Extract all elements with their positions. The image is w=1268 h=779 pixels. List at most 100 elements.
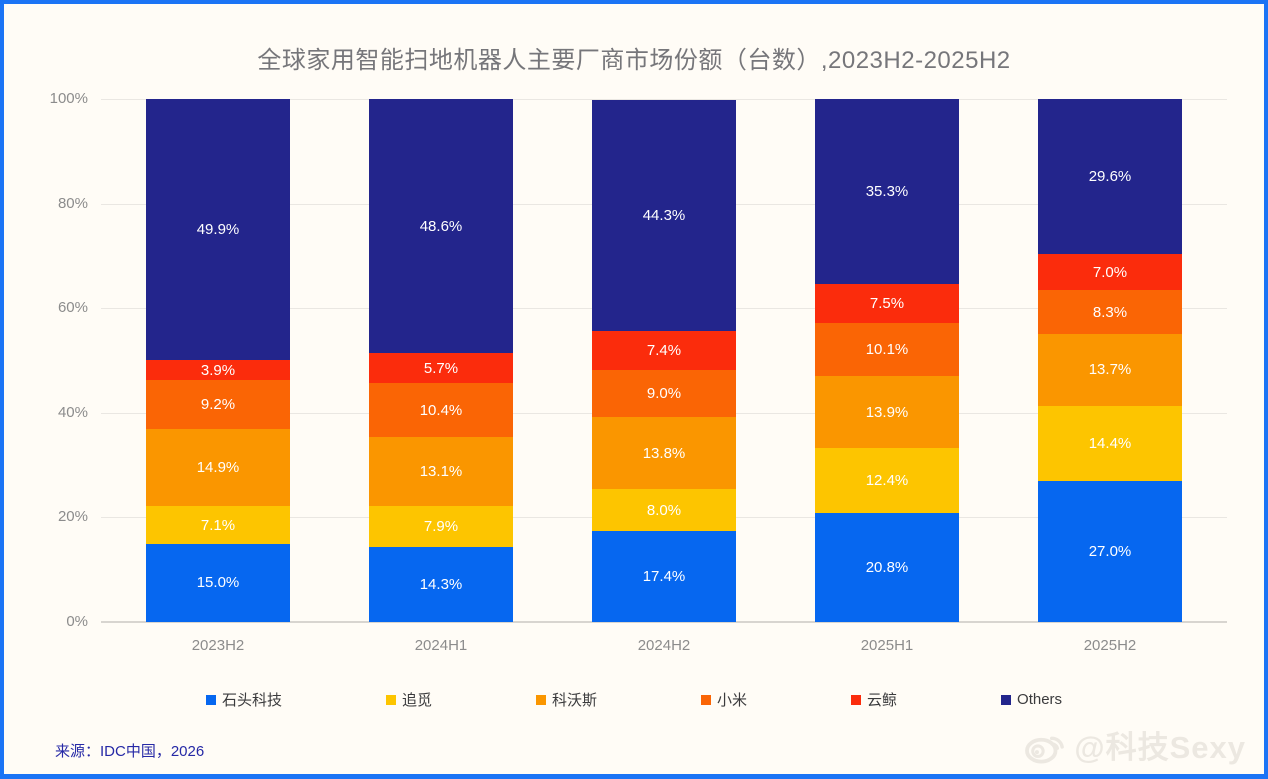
- legend-item: 石头科技: [205, 689, 282, 710]
- bar-segment: 9.0%: [592, 369, 736, 417]
- segment-value-label: 9.2%: [200, 395, 236, 413]
- bar-segment: 27.0%: [1038, 480, 1182, 622]
- segment-value-label: 13.9%: [865, 403, 909, 421]
- segment-value-label: 7.0%: [1092, 263, 1128, 281]
- stacked-bar: 20.8% 12.4% 13.9% 10.1% 7.5% 35.3%: [815, 99, 959, 622]
- segment-value-label: 48.6%: [419, 217, 463, 235]
- legend-item: Others: [1001, 691, 1062, 708]
- segment-value-label: 7.4%: [646, 342, 682, 360]
- segment-value-label: 17.4%: [642, 568, 686, 585]
- y-axis-tick-label: 60%: [57, 299, 88, 317]
- segment-value-label: 15.0%: [196, 574, 240, 592]
- legend-label: 追觅: [401, 692, 432, 709]
- watermark: @科技Sexy: [1023, 722, 1246, 767]
- bar-segment: 29.6%: [1038, 99, 1182, 254]
- legend-label: 小米: [717, 692, 748, 709]
- bar-segment: 9.2%: [146, 380, 290, 429]
- weibo-icon: [1023, 726, 1069, 764]
- legend-label: 石头科技: [221, 692, 282, 709]
- stacked-bar: 17.4% 8.0% 13.8% 9.0% 7.4% 44.3%: [592, 99, 736, 622]
- bar-segment: 10.4%: [369, 383, 513, 438]
- legend-item: 科沃斯: [535, 689, 597, 710]
- legend: 石头科技 追觅 科沃斯 小米 云鲸 Others: [4, 689, 1264, 710]
- segment-value-label: 9.0%: [646, 384, 682, 402]
- legend-swatch: [851, 694, 862, 705]
- bar-segment: 20.8%: [815, 513, 959, 622]
- source-note: 来源：IDC中国，2026: [55, 743, 205, 760]
- watermark-text: @科技Sexy: [1074, 730, 1246, 765]
- legend-swatch: [205, 694, 216, 705]
- segment-value-label: 8.0%: [646, 501, 682, 519]
- bar-segment: 8.3%: [1038, 290, 1182, 334]
- bar-segment: 7.9%: [369, 505, 513, 548]
- bar-segment: 44.3%: [592, 99, 736, 332]
- legend-label: Others: [1017, 691, 1063, 708]
- bar-segment: 5.7%: [369, 353, 513, 384]
- bar-segment: 13.1%: [369, 437, 513, 506]
- segment-value-label: 10.1%: [865, 340, 909, 358]
- bar-segment: 13.8%: [592, 417, 736, 490]
- stacked-bar: 27.0% 14.4% 13.7% 8.3% 7.0% 29.6%: [1038, 99, 1182, 622]
- y-axis-tick-label: 80%: [57, 194, 88, 212]
- legend-item: 追觅: [385, 689, 432, 710]
- y-axis-tick-label: 20%: [57, 508, 88, 526]
- y-axis-tick-label: 40%: [57, 403, 88, 421]
- segment-value-label: 14.4%: [1088, 434, 1132, 452]
- segment-value-label: 27.0%: [1088, 542, 1132, 560]
- bar-segment: 3.9%: [146, 360, 290, 381]
- segment-value-label: 13.8%: [642, 444, 686, 462]
- segment-value-label: 13.1%: [419, 463, 463, 481]
- bar-segment: 7.1%: [146, 506, 290, 544]
- bar-segment: 48.6%: [369, 99, 513, 354]
- segment-value-label: 7.5%: [869, 294, 905, 312]
- segment-value-label: 44.3%: [642, 206, 686, 224]
- bar-segment: 17.4%: [592, 531, 736, 622]
- x-axis-category-label: 2025H2: [1083, 637, 1137, 654]
- segment-value-label: 35.3%: [865, 182, 909, 200]
- chart-title: 全球家用智能扫地机器人主要厂商市场份额（台数）,2023H2-2025H2: [257, 47, 1011, 74]
- segment-value-label: 14.9%: [196, 458, 240, 476]
- bar-segment: 14.9%: [146, 428, 290, 507]
- bar-segment: 7.5%: [815, 283, 959, 323]
- stacked-bar: 14.3% 7.9% 13.1% 10.4% 5.7% 48.6%: [369, 99, 513, 622]
- segment-value-label: 7.1%: [200, 516, 236, 534]
- segment-value-label: 29.6%: [1088, 167, 1132, 185]
- legend-label: 云鲸: [867, 692, 898, 709]
- segment-value-label: 10.4%: [419, 401, 463, 419]
- gridline: [101, 99, 1227, 100]
- bar-segment: 10.1%: [815, 322, 959, 376]
- bar-segment: 14.4%: [1038, 405, 1182, 481]
- segment-value-label: 3.9%: [200, 361, 236, 379]
- legend-swatch: [385, 694, 396, 705]
- segment-value-label: 14.3%: [419, 576, 463, 594]
- bar-segment: 35.3%: [815, 99, 959, 284]
- bar-segment: 12.4%: [815, 448, 959, 514]
- bar-segment: 49.9%: [146, 99, 290, 361]
- legend-swatch: [701, 694, 711, 705]
- bar-segment: 7.4%: [592, 331, 736, 370]
- legend-swatch: [535, 694, 546, 705]
- segment-value-label: 20.8%: [865, 559, 909, 577]
- bar-segment: 15.0%: [146, 543, 290, 622]
- bar-segment: 13.7%: [1038, 333, 1182, 406]
- segment-value-label: 5.7%: [423, 359, 459, 377]
- legend-item: 小米: [701, 689, 747, 710]
- bar-segment: 8.0%: [592, 489, 736, 531]
- x-axis-category-label: 2024H2: [637, 637, 691, 654]
- segment-value-label: 49.9%: [196, 221, 240, 239]
- y-axis-tick-label: 100%: [49, 90, 88, 107]
- legend-label: 科沃斯: [551, 692, 597, 709]
- segment-value-label: 7.9%: [423, 518, 459, 536]
- x-axis-category-label: 2023H2: [191, 637, 245, 654]
- legend-swatch: [1001, 694, 1012, 705]
- segment-value-label: 8.3%: [1092, 303, 1128, 321]
- bar-segment: 7.0%: [1038, 253, 1182, 291]
- legend-item: 云鲸: [851, 689, 897, 710]
- plot-area: 0% 20% 40% 60% 80% 100% 15.0% 7.1% 14.9% 9.2% 3.9%…: [50, 90, 1227, 654]
- bar-segment: 14.3%: [369, 547, 513, 622]
- x-axis-category-label: 2024H1: [414, 637, 468, 654]
- x-axis-line: [101, 621, 1227, 623]
- bar-segment: 13.9%: [815, 375, 959, 449]
- stacked-bar: 15.0% 7.1% 14.9% 9.2% 3.9% 49.9%: [146, 99, 290, 622]
